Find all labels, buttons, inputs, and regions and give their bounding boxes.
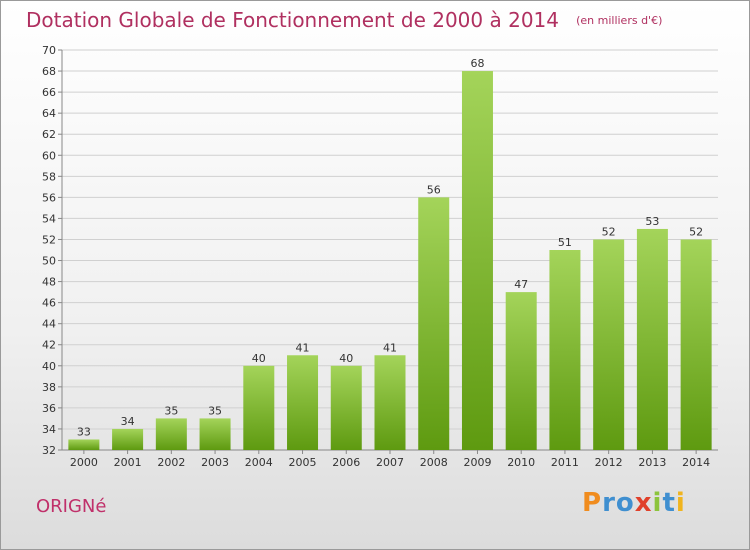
y-tick-label: 38 bbox=[42, 381, 56, 394]
bar bbox=[549, 250, 581, 450]
x-tick-label: 2014 bbox=[682, 456, 710, 469]
y-tick-label: 70 bbox=[42, 44, 56, 57]
bar-value-label: 56 bbox=[427, 183, 441, 196]
x-tick-label: 2007 bbox=[376, 456, 404, 469]
x-tick-label: 2009 bbox=[463, 456, 491, 469]
bar-value-label: 35 bbox=[164, 404, 178, 417]
x-tick-label: 2004 bbox=[245, 456, 273, 469]
bar-value-label: 40 bbox=[339, 352, 353, 365]
proxiti-logo: Proxiti bbox=[582, 488, 686, 518]
bar bbox=[593, 239, 625, 450]
x-tick-label: 2008 bbox=[420, 456, 448, 469]
bar-value-label: 47 bbox=[514, 278, 528, 291]
bar bbox=[374, 355, 406, 450]
bar-value-label: 35 bbox=[208, 404, 222, 417]
y-tick-label: 68 bbox=[42, 65, 56, 78]
bar bbox=[287, 355, 319, 450]
bar bbox=[505, 292, 537, 450]
bar bbox=[243, 365, 275, 450]
x-tick-label: 2005 bbox=[289, 456, 317, 469]
bar-value-label: 52 bbox=[689, 225, 703, 238]
bar-value-label: 41 bbox=[383, 341, 397, 354]
bar bbox=[155, 418, 187, 450]
bar-value-label: 34 bbox=[121, 415, 135, 428]
x-tick-label: 2001 bbox=[114, 456, 142, 469]
y-tick-label: 44 bbox=[42, 318, 56, 331]
bar bbox=[418, 197, 450, 450]
bar-value-label: 68 bbox=[470, 57, 484, 70]
bar bbox=[636, 228, 668, 450]
bar bbox=[461, 71, 493, 450]
x-tick-label: 2012 bbox=[595, 456, 623, 469]
bar-value-label: 52 bbox=[602, 225, 616, 238]
chart-unit: (en milliers d'€) bbox=[576, 14, 663, 27]
x-tick-label: 2010 bbox=[507, 456, 535, 469]
y-tick-label: 60 bbox=[42, 149, 56, 162]
bar bbox=[330, 365, 362, 450]
y-tick-label: 40 bbox=[42, 360, 56, 373]
x-tick-label: 2006 bbox=[332, 456, 360, 469]
y-tick-label: 52 bbox=[42, 233, 56, 246]
chart-title-text: Dotation Globale de Fonctionnement de 20… bbox=[26, 8, 559, 32]
y-tick-label: 34 bbox=[42, 423, 56, 436]
y-tick-label: 36 bbox=[42, 402, 56, 415]
x-tick-label: 2003 bbox=[201, 456, 229, 469]
bar-value-label: 51 bbox=[558, 236, 572, 249]
y-tick-label: 62 bbox=[42, 128, 56, 141]
y-tick-label: 66 bbox=[42, 86, 56, 99]
bar-value-label: 41 bbox=[296, 341, 310, 354]
commune-name: ORIGNé bbox=[36, 496, 107, 517]
x-tick-label: 2011 bbox=[551, 456, 579, 469]
bar bbox=[199, 418, 231, 450]
x-tick-label: 2002 bbox=[157, 456, 185, 469]
y-tick-label: 48 bbox=[42, 276, 56, 289]
bar-value-label: 40 bbox=[252, 352, 266, 365]
bar-value-label: 53 bbox=[645, 215, 659, 228]
y-tick-label: 42 bbox=[42, 339, 56, 352]
bar-value-label: 33 bbox=[77, 425, 91, 438]
y-tick-label: 46 bbox=[42, 297, 56, 310]
chart-title: Dotation Globale de Fonctionnement de 20… bbox=[26, 8, 662, 32]
y-tick-label: 58 bbox=[42, 170, 56, 183]
y-tick-label: 56 bbox=[42, 191, 56, 204]
y-tick-label: 54 bbox=[42, 212, 56, 225]
bar bbox=[68, 439, 100, 450]
y-tick-label: 50 bbox=[42, 255, 56, 268]
bar bbox=[680, 239, 712, 450]
y-tick-label: 64 bbox=[42, 107, 56, 120]
bar bbox=[112, 428, 144, 450]
x-tick-label: 2013 bbox=[638, 456, 666, 469]
x-tick-label: 2000 bbox=[70, 456, 98, 469]
y-tick-label: 32 bbox=[42, 444, 56, 457]
